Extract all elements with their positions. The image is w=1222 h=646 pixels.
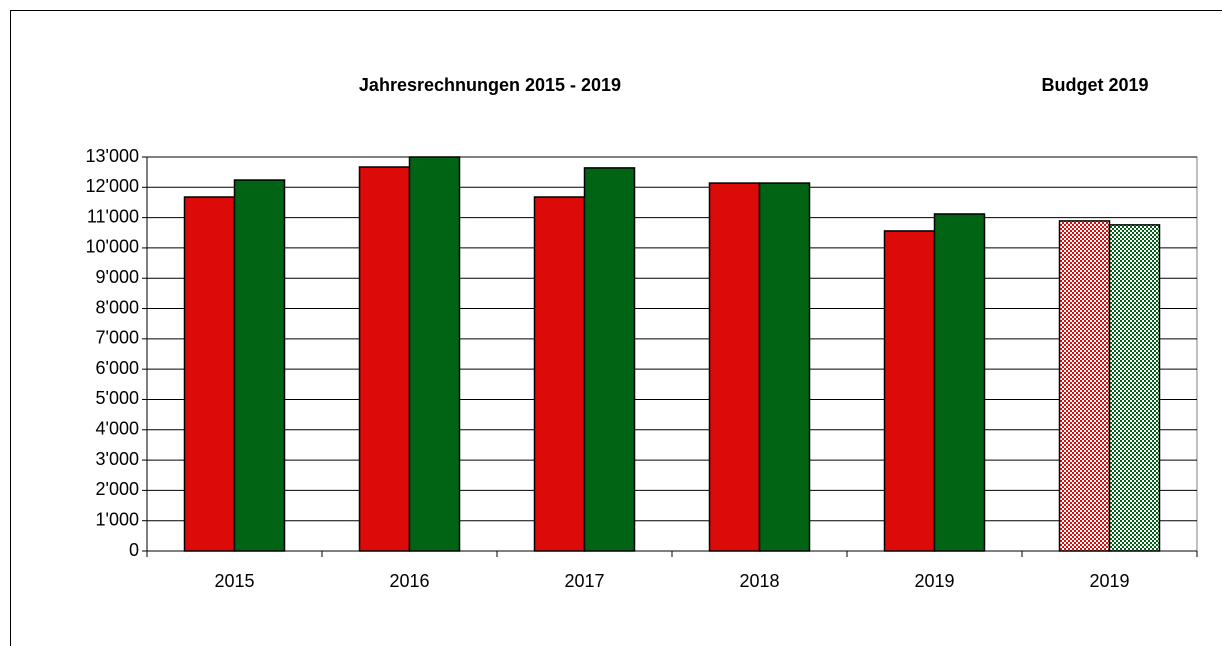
y-tick-label: 13'000 (86, 146, 140, 166)
x-tick-label: 2016 (389, 571, 429, 591)
bar (358, 166, 411, 552)
y-tick-label: 0 (129, 540, 139, 560)
y-tick-label: 11'000 (87, 206, 139, 226)
bar (758, 182, 811, 552)
bar (408, 156, 461, 552)
x-tick-label: 2019 (1089, 571, 1129, 591)
annotation: Budget 2019 (1041, 75, 1148, 95)
bar (708, 182, 761, 552)
annotation: Jahresrechnungen 2015 - 2019 (359, 75, 621, 95)
frame (10, 10, 1222, 646)
y-tick-label: 3'000 (96, 449, 139, 469)
x-tick-label: 2018 (739, 571, 779, 591)
x-tick-label: 2017 (564, 571, 604, 591)
bar (1058, 220, 1111, 552)
y-tick-label: 12'000 (86, 176, 140, 196)
y-tick-label: 7'000 (96, 328, 139, 348)
y-tick-label: 2'000 (96, 479, 139, 499)
x-tick-label: 2019 (914, 571, 954, 591)
bar (883, 230, 936, 552)
bar (583, 167, 636, 552)
y-tick-label: 6'000 (96, 358, 139, 378)
y-tick-label: 8'000 (96, 297, 139, 317)
y-tick-label: 4'000 (96, 419, 139, 439)
x-tick-label: 2015 (214, 571, 254, 591)
plot-area (146, 156, 1198, 552)
y-tick-label: 5'000 (96, 388, 139, 408)
bar (533, 196, 586, 552)
bar (233, 179, 286, 552)
y-tick-label: 1'000 (96, 509, 139, 529)
y-tick-label: 10'000 (86, 237, 140, 257)
bar (933, 213, 986, 552)
bar (1108, 224, 1161, 552)
bar (183, 196, 236, 552)
y-tick-label: 9'000 (96, 267, 139, 287)
